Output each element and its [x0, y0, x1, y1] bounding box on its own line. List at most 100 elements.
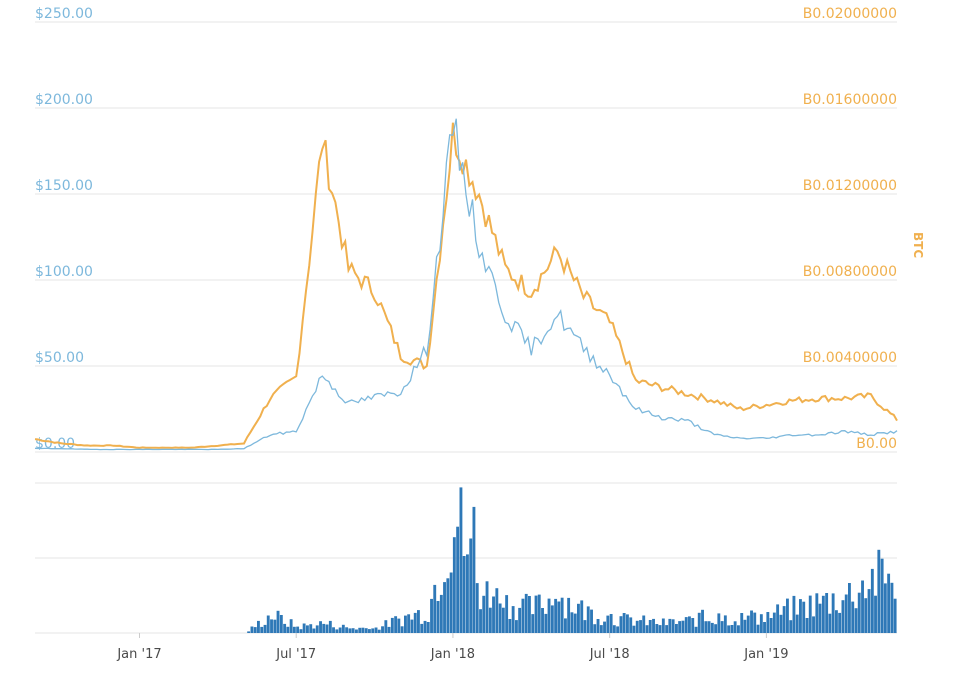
volume-bar [508, 619, 512, 633]
volume-bar [727, 625, 731, 633]
volume-bar [799, 599, 802, 633]
volume-bar [668, 618, 672, 633]
volume-bar [586, 606, 590, 633]
volume-bar [253, 627, 257, 633]
volume-bar [436, 601, 440, 633]
volume-bar [498, 603, 502, 633]
volume-bar [485, 581, 489, 633]
volume-bar [296, 626, 300, 633]
volume-bar [854, 608, 858, 633]
volume-bar [645, 625, 649, 633]
volume-bar [511, 606, 515, 633]
volume-bar [299, 629, 303, 633]
volume-bar [818, 603, 822, 633]
volume-bar [684, 617, 688, 633]
volume-bar [720, 621, 724, 633]
volume-bar [537, 594, 541, 633]
volume-bar [802, 601, 806, 633]
volume-bar [374, 627, 378, 633]
x-axis: Jan '17 Jul '17 Jan '18 Jul '18 Jan '19 [116, 633, 789, 662]
volume-bar [273, 619, 277, 633]
volume-bar [841, 600, 845, 633]
btc-axis: B0.00 B0.00400000 B0.00800000 B0.01200000 B0… [803, 6, 897, 452]
x-tick-label: Jan '17 [116, 647, 161, 662]
volume-bar [309, 624, 313, 633]
volume-bar [648, 620, 652, 633]
x-tick-label: Jan '18 [430, 647, 475, 662]
volume-bar [384, 620, 388, 633]
x-tick-label: Jul '17 [275, 647, 316, 662]
volume-bar [518, 607, 522, 633]
volume-bar [417, 610, 420, 633]
volume-bar [495, 588, 499, 633]
volume-bar [488, 607, 492, 633]
volume-bar [756, 624, 760, 633]
volume-bar [439, 594, 443, 633]
volume-bar [753, 612, 757, 633]
volume-bar [472, 506, 476, 633]
volume-bar [501, 607, 505, 633]
volume-bar [420, 623, 424, 633]
volume-bar [462, 556, 466, 633]
volume-bar [632, 625, 636, 633]
volume-bar [622, 613, 626, 633]
volume-bar [247, 631, 251, 633]
volume-bar [691, 618, 695, 633]
volume-bar [808, 595, 812, 633]
usd-tick-label: $50.00 [35, 350, 84, 366]
volume-bar [531, 614, 535, 633]
volume-bar [851, 601, 855, 633]
volume-bar [596, 619, 600, 633]
btc-tick-label: B0.01200000 [803, 178, 897, 194]
volume-bar [609, 614, 613, 633]
volume-bar [688, 616, 691, 633]
volume-bar [828, 613, 832, 633]
volume-bar [361, 627, 365, 633]
volume-bar [358, 627, 362, 633]
volume-bar [404, 615, 407, 633]
volume-bar [302, 623, 306, 633]
volume-bar [368, 629, 371, 633]
volume-bar [769, 618, 773, 633]
gridlines [35, 21, 897, 453]
volume-bar [446, 578, 450, 633]
volume-bar [554, 598, 558, 633]
volume-bar [449, 572, 453, 633]
volume-bar [675, 624, 678, 633]
usd-tick-label: $150.00 [35, 178, 93, 194]
volume-bar [681, 620, 685, 633]
btc-price-line [34, 122, 898, 449]
volume-bar [857, 592, 861, 633]
volume-bar [831, 593, 835, 633]
volume-bar [678, 621, 682, 633]
volume-bar [812, 616, 815, 633]
volume-bar [815, 593, 819, 633]
volume-bar [286, 626, 290, 633]
volume-bar [603, 621, 606, 633]
volume-bar [867, 589, 871, 633]
volume-bar [590, 609, 593, 633]
volume-bar [544, 613, 548, 633]
usd-tick-label: $200.00 [35, 92, 93, 108]
volume-bars [247, 487, 897, 633]
volume-bar [524, 593, 528, 633]
volume-bar [423, 620, 427, 633]
volume-bar [779, 614, 783, 633]
volume-bar [289, 619, 293, 633]
volume-bar [795, 614, 799, 633]
volume-bar [642, 615, 646, 633]
volume-bar [619, 616, 623, 633]
btc-tick-label: B0.00 [856, 436, 897, 452]
volume-bar [792, 595, 796, 633]
volume-bar [452, 537, 456, 633]
volume-bar [413, 612, 417, 633]
volume-bar [283, 623, 287, 633]
volume-bar [606, 615, 610, 633]
volume-bar [626, 614, 629, 633]
volume-bar [263, 624, 267, 633]
usd-axis: $0.00$50.00$100.00$150.00$200.00$250.00 [35, 6, 93, 452]
volume-bar [550, 605, 554, 633]
volume-bar [567, 597, 571, 633]
volume-bar [577, 603, 580, 633]
